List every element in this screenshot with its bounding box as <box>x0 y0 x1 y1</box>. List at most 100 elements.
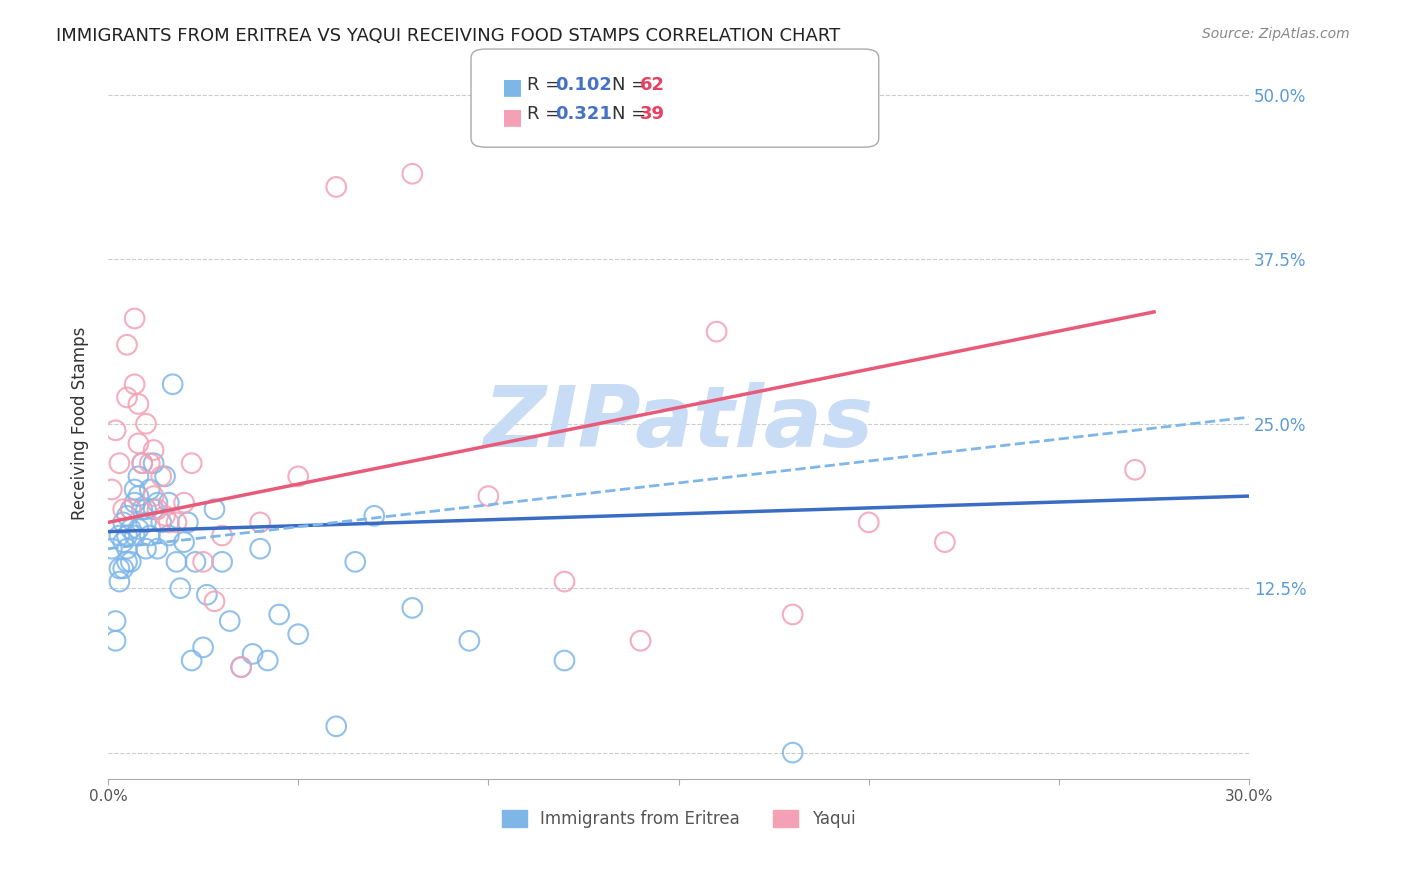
Point <box>195 588 218 602</box>
Point <box>157 516 180 530</box>
Y-axis label: Receiving Food Stamps: Receiving Food Stamps <box>72 327 89 520</box>
Point <box>115 338 138 352</box>
Point <box>157 496 180 510</box>
Point <box>249 516 271 530</box>
Point <box>782 607 804 622</box>
Point <box>124 377 146 392</box>
Point <box>139 483 162 497</box>
Point <box>131 456 153 470</box>
Point <box>934 535 956 549</box>
Point <box>124 496 146 510</box>
Point <box>256 653 278 667</box>
Point <box>142 502 165 516</box>
Point <box>127 489 149 503</box>
Point <box>249 541 271 556</box>
Point <box>204 594 226 608</box>
Point <box>363 508 385 523</box>
Point <box>180 653 202 667</box>
Text: N =: N = <box>612 105 651 123</box>
Text: 39: 39 <box>640 105 665 123</box>
Point <box>191 555 214 569</box>
Point <box>146 496 169 510</box>
Point <box>153 508 176 523</box>
Text: ■: ■ <box>502 78 523 97</box>
Point <box>142 456 165 470</box>
Point <box>401 167 423 181</box>
Point <box>104 423 127 437</box>
Point <box>191 640 214 655</box>
Point <box>115 508 138 523</box>
Point <box>135 417 157 431</box>
Point <box>131 502 153 516</box>
Point <box>101 483 124 497</box>
Text: 0.102: 0.102 <box>555 76 612 94</box>
Point <box>169 581 191 595</box>
Point <box>184 555 207 569</box>
Point <box>177 516 200 530</box>
Point <box>166 555 188 569</box>
Legend: Immigrants from Eritrea, Yaqui: Immigrants from Eritrea, Yaqui <box>495 803 862 835</box>
Point <box>287 627 309 641</box>
Point <box>120 502 142 516</box>
Point <box>124 483 146 497</box>
Point <box>120 502 142 516</box>
Point <box>157 528 180 542</box>
Point <box>115 555 138 569</box>
Point <box>325 719 347 733</box>
Point <box>112 516 135 530</box>
Point <box>108 528 131 542</box>
Point <box>120 522 142 536</box>
Point <box>135 541 157 556</box>
Point <box>630 633 652 648</box>
Point <box>139 456 162 470</box>
Text: IMMIGRANTS FROM ERITREA VS YAQUI RECEIVING FOOD STAMPS CORRELATION CHART: IMMIGRANTS FROM ERITREA VS YAQUI RECEIVI… <box>56 27 841 45</box>
Text: Source: ZipAtlas.com: Source: ZipAtlas.com <box>1202 27 1350 41</box>
Point <box>120 555 142 569</box>
Point <box>325 180 347 194</box>
Point <box>142 443 165 458</box>
Text: ■: ■ <box>502 107 523 127</box>
Text: R =: R = <box>527 76 567 94</box>
Point <box>150 469 173 483</box>
Point <box>401 600 423 615</box>
Point <box>108 561 131 575</box>
Point <box>127 469 149 483</box>
Point <box>101 541 124 556</box>
Point <box>104 614 127 628</box>
Text: R =: R = <box>527 105 567 123</box>
Point <box>242 647 264 661</box>
Point <box>146 502 169 516</box>
Point <box>142 489 165 503</box>
Text: 0.321: 0.321 <box>555 105 612 123</box>
Point <box>166 516 188 530</box>
Point <box>131 456 153 470</box>
Point <box>124 311 146 326</box>
Point <box>553 574 575 589</box>
Point <box>124 528 146 542</box>
Point <box>153 469 176 483</box>
Text: ZIPatlas: ZIPatlas <box>484 382 873 466</box>
Point <box>104 633 127 648</box>
Point <box>112 535 135 549</box>
Point <box>115 528 138 542</box>
Point <box>553 653 575 667</box>
Point <box>1123 463 1146 477</box>
Point <box>127 522 149 536</box>
Point <box>139 528 162 542</box>
Point <box>127 397 149 411</box>
Point <box>173 535 195 549</box>
Point <box>287 469 309 483</box>
Text: N =: N = <box>612 76 651 94</box>
Point <box>180 456 202 470</box>
Point <box>115 541 138 556</box>
Point <box>706 325 728 339</box>
Point <box>211 555 233 569</box>
Point <box>135 516 157 530</box>
Point <box>146 541 169 556</box>
Point <box>344 555 367 569</box>
Point <box>173 496 195 510</box>
Point <box>150 516 173 530</box>
Point <box>229 660 252 674</box>
Point <box>127 436 149 450</box>
Point <box>162 377 184 392</box>
